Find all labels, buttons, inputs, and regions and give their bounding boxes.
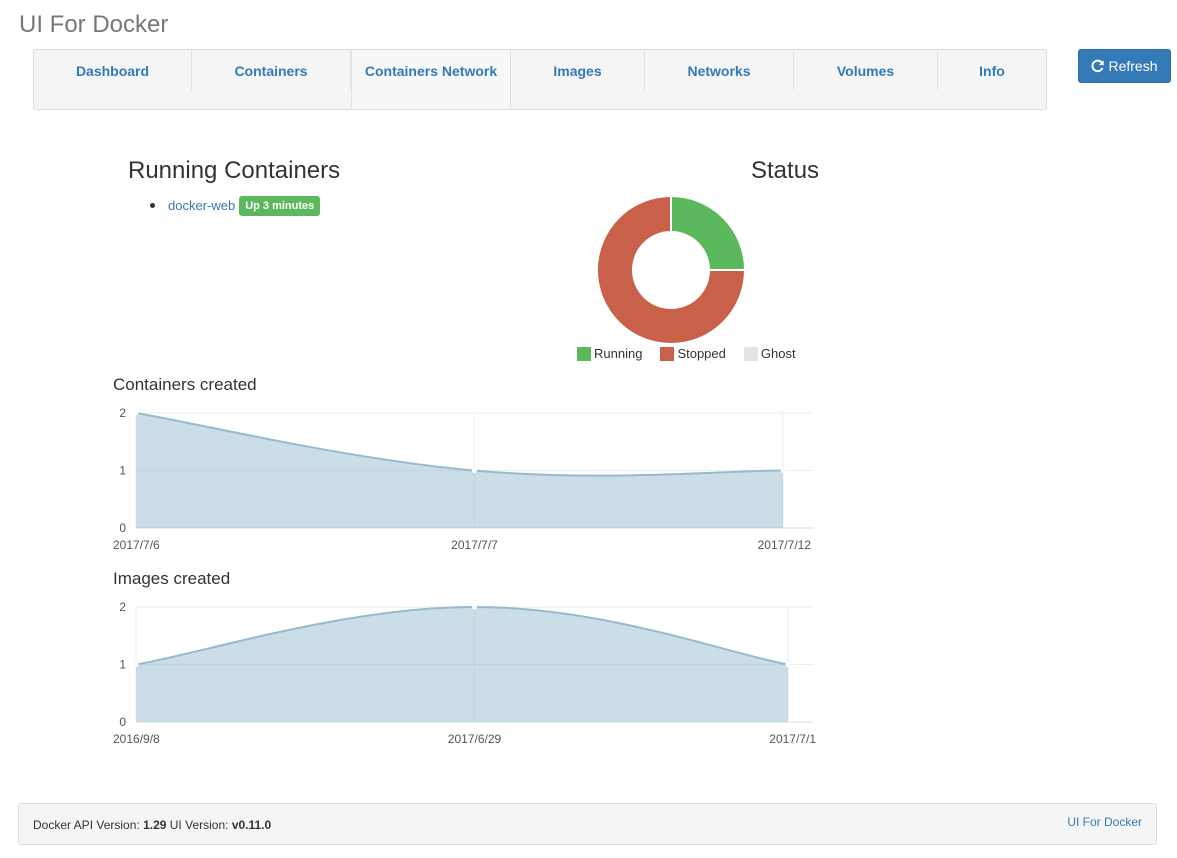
nav-volumes[interactable]: Volumes [794,50,938,90]
nav-networks[interactable]: Networks [645,50,794,90]
nav-info[interactable]: Info [979,63,1005,79]
list-item: docker-web Up 3 minutes [150,195,321,216]
footer-versions: Docker API Version: 1.29 UI Version: v0.… [33,818,271,832]
nav-images[interactable]: Images [511,50,645,90]
bullet-icon [150,203,155,208]
running-containers-list: docker-web Up 3 minutes [150,195,321,216]
legend-swatch-stopped [660,346,675,361]
x-tick-label: 2016/9/8 [113,732,160,746]
x-tick-label: 2017/7/1 [769,732,816,746]
legend-ghost: Ghost [743,346,796,361]
running-containers-title: Running Containers [128,157,341,184]
data-point [472,604,477,610]
legend-swatch-running [577,346,591,361]
app-title: UI For Docker [19,11,169,38]
images-created-title: Images created [113,569,231,588]
donut-slice-running [670,195,746,271]
refresh-icon [1091,59,1105,73]
api-version-label: Docker API Version: [33,818,140,832]
ui-version-label: UI Version: [169,818,229,832]
footer: Docker API Version: 1.29 UI Version: v0.… [18,803,1157,845]
main-nav: Dashboard Containers Containers Network … [33,49,1047,110]
nav-containers-network[interactable]: Containers Network [351,50,511,109]
x-tick-label: 2017/6/29 [448,732,502,746]
x-tick-label: 2017/7/6 [113,538,160,552]
refresh-label: Refresh [1108,58,1158,74]
status-donut-chart [596,195,746,345]
legend-label-running: Running [594,346,643,361]
y-tick-label: 1 [119,464,126,478]
data-point [785,662,791,667]
ui-version-value: v0.11.0 [231,818,272,832]
nav-dashboard[interactable]: Dashboard [34,50,192,90]
y-tick-label: 2 [119,600,126,614]
donut-slice-stopped [596,195,746,345]
status-title: Status [751,157,820,184]
legend-swatch-ghost [743,346,758,361]
x-tick-label: 2017/7/12 [758,538,812,552]
legend-label-stopped: Stopped [677,346,726,361]
y-tick-label: 0 [119,715,126,729]
data-point [780,468,786,473]
y-tick-label: 2 [119,406,126,420]
data-point [133,662,139,667]
container-link-docker-web[interactable]: docker-web [168,198,236,213]
containers-created-chart: 0 1 2 2017/7/6 2017/7/7 2017/7/12 [113,406,813,552]
y-tick-label: 0 [119,521,126,535]
containers-created-title: Containers created [113,375,257,394]
status-legend: Running Stopped Ghost [577,346,796,361]
y-tick-label: 1 [119,658,126,672]
data-point [133,410,139,416]
legend-label-ghost: Ghost [760,346,796,361]
data-point [472,468,477,473]
refresh-button[interactable]: Refresh [1078,49,1171,83]
images-created-chart: 0 1 2 2016/9/8 2017/6/29 2017/7/1 [113,600,816,746]
footer-ui-for-docker-link[interactable]: UI For Docker [1067,815,1142,829]
legend-running: Running [577,346,642,361]
api-version-value: 1.29 [143,818,167,832]
status-badge: Up 3 minutes [239,195,321,216]
legend-stopped: Stopped [660,346,726,361]
x-tick-label: 2017/7/7 [451,538,498,552]
area-fill [136,413,783,528]
nav-containers[interactable]: Containers [192,50,351,90]
area-fill [136,607,788,722]
